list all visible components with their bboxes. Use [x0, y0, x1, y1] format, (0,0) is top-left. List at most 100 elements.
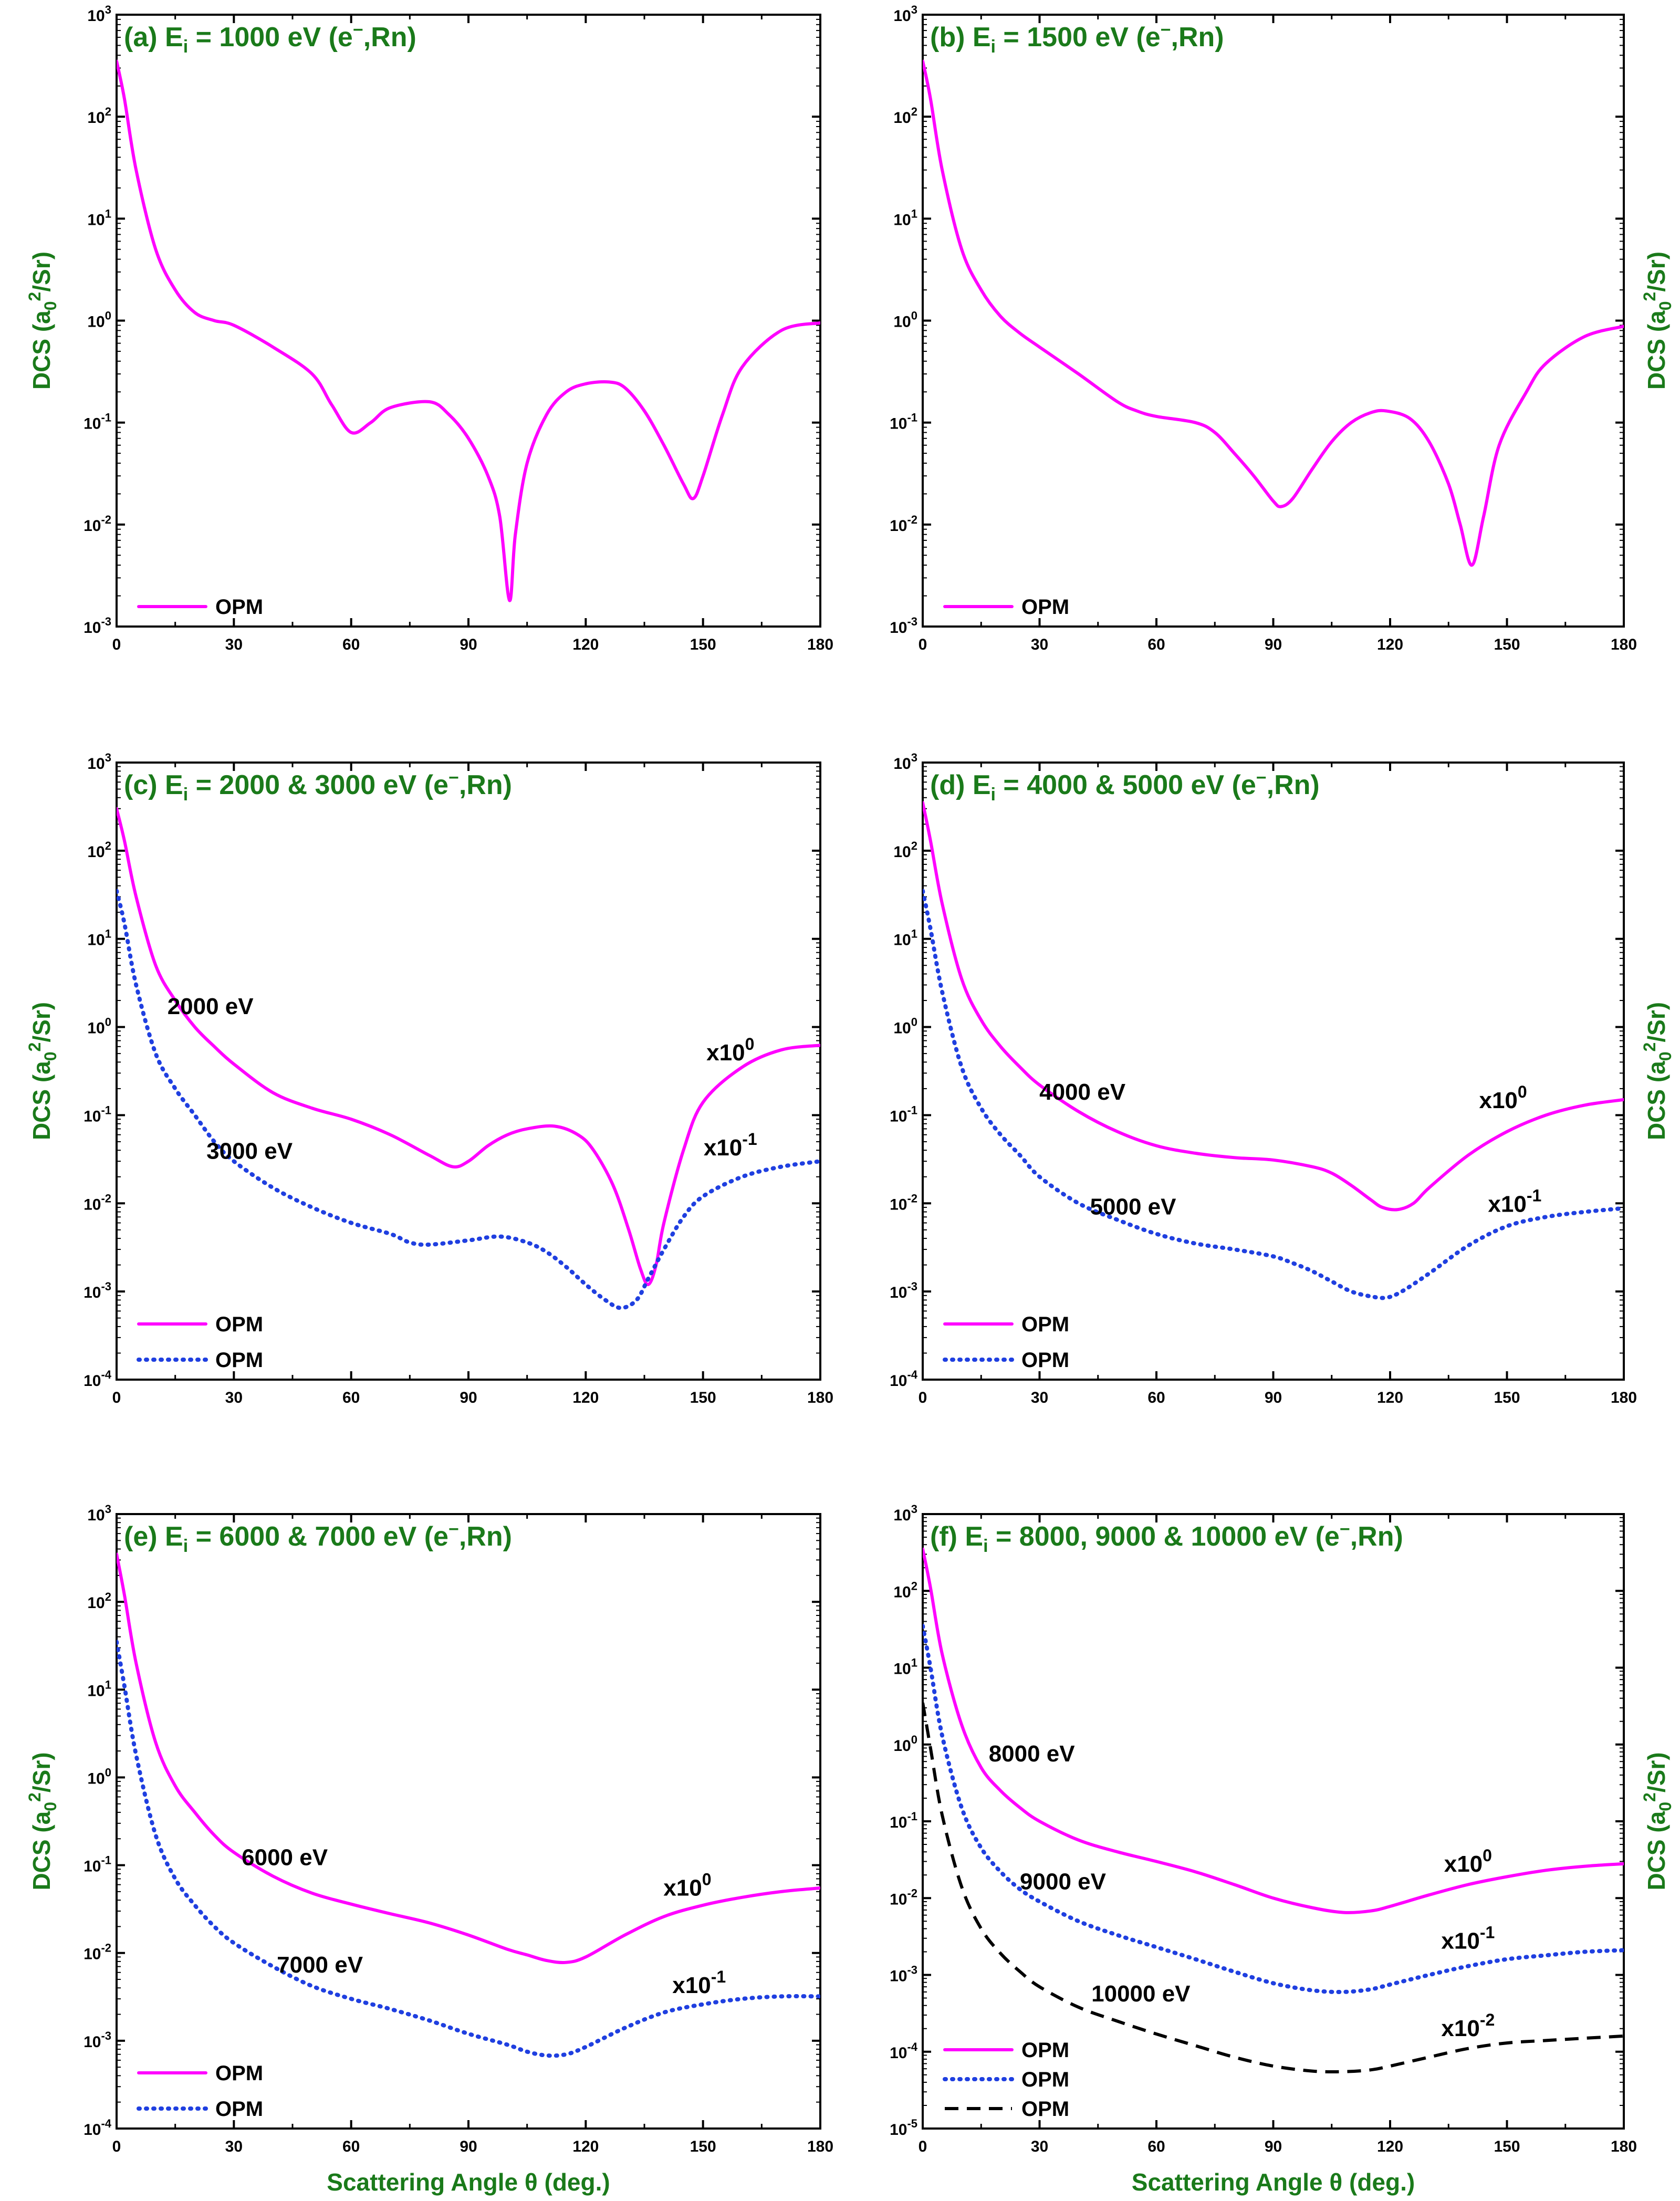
x-tick-label: 0 — [919, 636, 927, 653]
panel-title: (c) Ei = 2000 & 3000 eV (e−,Rn) — [124, 768, 512, 805]
series-line-2000-ev — [117, 807, 820, 1286]
curve-annotation: 6000 eV — [242, 1845, 328, 1871]
y-tick-label: 10-1 — [84, 1854, 111, 1875]
y-tick-label: 10-1 — [890, 1103, 917, 1125]
panel-d: 0 30 60 90 120 150 180 10-4 10-3 10-2 10-1 100 101 10… — [890, 751, 1675, 1406]
x-tick-label: 180 — [807, 1389, 833, 1406]
x-tick-label: 30 — [225, 1389, 243, 1406]
series-line-4000-ev — [923, 801, 1624, 1212]
curve-annotation: 4000 eV — [1039, 1079, 1126, 1105]
panel-c: 0 30 60 90 120 150 180 10-4 10-3 10-2 10-1 100 101 10… — [25, 751, 833, 1406]
x-tick-label: 150 — [1494, 636, 1520, 653]
panel-title: (f) Ei = 8000, 9000 & 10000 eV (e−,Rn) — [930, 1519, 1403, 1556]
x-tick-label: 0 — [919, 2138, 927, 2155]
legend-label: OPM — [215, 596, 263, 619]
x-tick-label: 150 — [690, 1389, 716, 1406]
plot-frame — [922, 1513, 1625, 2130]
y-tick-label: 101 — [87, 207, 111, 228]
plot-frame — [116, 1513, 821, 2130]
curve-annotation: 9000 eV — [1020, 1869, 1107, 1895]
y-tick-label: 10-2 — [890, 513, 917, 535]
series-group — [117, 807, 820, 1310]
y-tick-label: 103 — [893, 3, 917, 25]
y-axis-label: DCS (a02/Sr) — [1640, 252, 1675, 390]
x-tick-label: 180 — [807, 636, 833, 653]
x-tick-label: 0 — [112, 636, 121, 653]
y-tick-label: 101 — [87, 927, 111, 949]
legend-label: OPM — [215, 1349, 263, 1372]
y-tick-label: 103 — [893, 1503, 917, 1524]
series-group — [117, 59, 820, 602]
x-tick-label: 60 — [1147, 1389, 1165, 1406]
y-tick-label: 10-2 — [890, 1192, 917, 1213]
curve-annotation: 7000 eV — [277, 1952, 363, 1978]
panel-e: 0 30 60 90 120 150 180 10-4 10-3 10-2 10-1 100 101 10… — [25, 1503, 833, 2196]
x-tick-label: 150 — [690, 2138, 716, 2155]
x-tick-label: 120 — [1377, 2138, 1403, 2155]
panel-title: (a) Ei = 1000 eV (e−,Rn) — [124, 20, 416, 57]
legend-label: OPM — [215, 1313, 263, 1336]
y-tick-label: 10-3 — [84, 1280, 111, 1301]
curve-annotation: 3000 eV — [206, 1138, 293, 1164]
series-line-opm — [117, 59, 820, 602]
x-axis-label: Scattering Angle θ (deg.) — [1132, 2168, 1415, 2196]
y-tick-label: 10-4 — [84, 1368, 112, 1390]
x-tick-label: 60 — [1147, 636, 1165, 653]
legend-label: OPM — [1021, 596, 1069, 619]
y-tick-label: 101 — [893, 1656, 917, 1678]
x-tick-label: 90 — [460, 1389, 477, 1406]
y-tick-label: 102 — [87, 105, 111, 127]
x-tick-label: 0 — [112, 2138, 121, 2155]
x-tick-label: 150 — [690, 636, 716, 653]
x-tick-label: 90 — [460, 2138, 477, 2155]
y-axis-label: DCS (a02/Sr) — [1640, 1002, 1675, 1140]
x-tick-label: 90 — [1265, 636, 1282, 653]
x-tick-label: 60 — [1147, 2138, 1165, 2155]
x-tick-label: 90 — [460, 636, 477, 653]
x-tick-label: 90 — [1265, 2138, 1282, 2155]
x-tick-label: 30 — [1031, 1389, 1048, 1406]
series-line-7000-ev — [117, 1640, 820, 2058]
x-tick-label: 0 — [919, 1389, 927, 1406]
y-tick-label: 103 — [87, 1503, 111, 1524]
y-tick-label: 100 — [87, 1016, 111, 1037]
x-tick-label: 150 — [1494, 2138, 1520, 2155]
y-tick-label: 100 — [893, 1733, 917, 1755]
y-tick-label: 102 — [893, 105, 917, 127]
legend-label: OPM — [1021, 1313, 1069, 1336]
series-group — [923, 1547, 1624, 2073]
series-group — [117, 1552, 820, 2058]
y-tick-label: 10-2 — [84, 1192, 111, 1213]
x-tick-label: 120 — [572, 2138, 599, 2155]
x-tick-label: 120 — [1377, 636, 1403, 653]
y-axis-label: DCS (a02/Sr) — [1640, 1752, 1675, 1890]
x-tick-label: 0 — [112, 1389, 121, 1406]
x-tick-label: 30 — [1031, 636, 1048, 653]
y-axis-label: DCS (a02/Sr) — [25, 1002, 60, 1140]
y-tick-label: 10-2 — [84, 513, 111, 535]
y-tick-label: 103 — [87, 751, 111, 773]
y-tick-label: 100 — [87, 1766, 111, 1787]
x-tick-label: 120 — [1377, 1389, 1403, 1406]
panel-title: (e) Ei = 6000 & 7000 eV (e−,Rn) — [124, 1519, 512, 1556]
y-tick-label: 10-3 — [890, 1280, 917, 1301]
y-tick-label: 101 — [893, 207, 917, 228]
series-line-5000-ev — [923, 889, 1624, 1300]
x-axis-label: Scattering Angle θ (deg.) — [327, 2168, 610, 2196]
x-tick-label: 120 — [572, 636, 599, 653]
curve-annotation: 5000 eV — [1090, 1194, 1177, 1219]
y-tick-label: 102 — [87, 1590, 111, 1612]
x-tick-label: 180 — [1611, 636, 1637, 653]
legend-label: OPM — [1021, 1349, 1069, 1372]
y-tick-label: 10-1 — [890, 411, 917, 433]
curve-annotation: x10-1 — [704, 1130, 757, 1161]
plot-frame — [922, 14, 1625, 628]
y-tick-label: 101 — [87, 1678, 111, 1699]
y-tick-label: 10-4 — [890, 2040, 918, 2062]
x-tick-label: 60 — [342, 2138, 360, 2155]
y-tick-label: 10-2 — [84, 1942, 111, 1963]
y-tick-label: 102 — [893, 839, 917, 861]
x-tick-label: 90 — [1265, 1389, 1282, 1406]
x-tick-label: 180 — [1611, 2138, 1637, 2155]
